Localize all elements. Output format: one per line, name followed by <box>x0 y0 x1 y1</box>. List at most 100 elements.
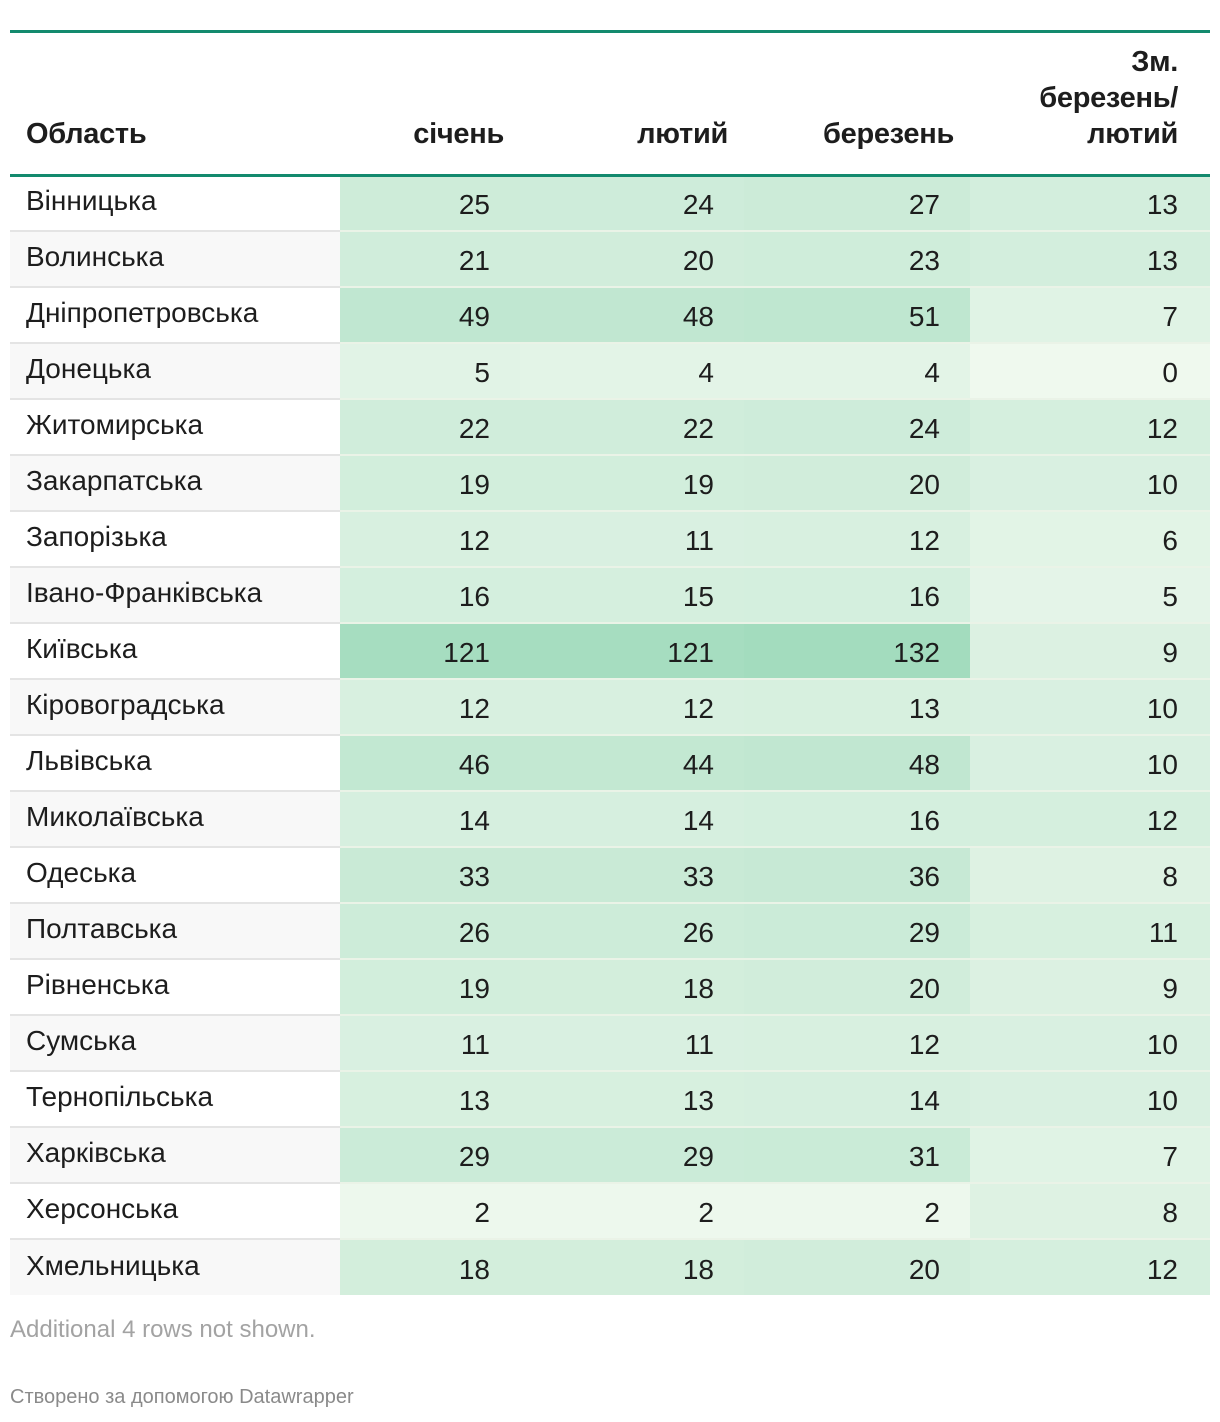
cell-value: 4 <box>698 357 714 388</box>
cell-value: 12 <box>1146 413 1178 444</box>
cell-value: 29 <box>682 1141 714 1172</box>
header-march[interactable]: березень <box>744 33 970 177</box>
cell-change: 13 <box>970 175 1210 232</box>
cell-value: 48 <box>908 749 940 780</box>
cell-february: 15 <box>520 567 744 624</box>
cell-february: 13 <box>520 1071 744 1128</box>
cell-february: 19 <box>520 455 744 512</box>
table-row: Київська 121 121 132 9 <box>10 623 1210 680</box>
cell-value: 20 <box>908 973 940 1004</box>
region-name: Львівська <box>26 745 152 776</box>
cell-value: 9 <box>1162 973 1178 1004</box>
cell-january: 49 <box>340 287 520 344</box>
cell-value: 12 <box>908 525 940 556</box>
cell-region: Вінницька <box>10 175 340 232</box>
cell-value: 11 <box>460 1029 490 1060</box>
cell-value: 11 <box>684 525 714 556</box>
cell-change: 7 <box>970 1127 1210 1184</box>
table-row: Івано-Франківська 16 15 16 5 <box>10 567 1210 624</box>
region-name: Київська <box>26 633 138 664</box>
credit-link[interactable]: Створено за допомогою Datawrapper <box>10 1386 354 1408</box>
cell-value: 12 <box>682 693 714 724</box>
cell-change: 11 <box>970 903 1210 960</box>
table-row: Львівська 46 44 48 10 <box>10 735 1210 792</box>
cell-value: 18 <box>682 973 714 1004</box>
cell-value: 12 <box>1146 805 1178 836</box>
cell-february: 22 <box>520 399 744 456</box>
cell-value: 19 <box>458 973 490 1004</box>
cell-change: 10 <box>970 1015 1210 1072</box>
table-row: Дніпропетровська 49 48 51 7 <box>10 287 1210 344</box>
cell-value: 13 <box>1146 245 1178 276</box>
header-change[interactable]: Зм. березень/ лютий <box>970 33 1210 177</box>
table-row: Закарпатська 19 19 20 10 <box>10 455 1210 512</box>
cell-february: 121 <box>520 623 744 680</box>
cell-march: 20 <box>744 455 970 512</box>
header-february[interactable]: лютий <box>520 33 744 177</box>
cell-january: 25 <box>340 175 520 232</box>
cell-february: 26 <box>520 903 744 960</box>
cell-value: 14 <box>682 805 714 836</box>
cell-change: 12 <box>970 1239 1210 1295</box>
cell-value: 26 <box>458 917 490 948</box>
cell-change: 10 <box>970 679 1210 736</box>
region-name: Запорізька <box>26 521 167 552</box>
header-row: Область січень лютий березень Зм. березе… <box>10 33 1210 177</box>
cell-value: 29 <box>908 917 940 948</box>
cell-value: 11 <box>1148 917 1178 948</box>
table-row: Миколаївська 14 14 16 12 <box>10 791 1210 848</box>
cell-region: Житомирська <box>10 399 340 456</box>
cell-value: 9 <box>1162 637 1178 668</box>
region-name: Дніпропетровська <box>26 297 259 328</box>
region-name: Житомирська <box>26 409 204 440</box>
cell-february: 48 <box>520 287 744 344</box>
cell-value: 5 <box>1162 581 1178 612</box>
cell-value: 14 <box>908 1085 940 1116</box>
cell-value: 44 <box>682 749 714 780</box>
region-name: Харківська <box>26 1137 166 1168</box>
cell-january: 11 <box>340 1015 520 1072</box>
cell-value: 16 <box>458 581 490 612</box>
cell-change: 13 <box>970 231 1210 288</box>
table-row: Сумська 11 11 12 10 <box>10 1015 1210 1072</box>
cell-change: 12 <box>970 791 1210 848</box>
cell-value: 7 <box>1162 301 1178 332</box>
cell-value: 19 <box>682 469 714 500</box>
cell-value: 33 <box>682 861 714 892</box>
region-name: Кіровоградська <box>26 689 225 720</box>
cell-value: 51 <box>908 301 940 332</box>
cell-value: 13 <box>1146 189 1178 221</box>
cell-region: Миколаївська <box>10 791 340 848</box>
cell-value: 26 <box>682 917 714 948</box>
region-name: Закарпатська <box>26 465 203 496</box>
cell-change: 10 <box>970 455 1210 512</box>
cell-value: 20 <box>908 469 940 500</box>
cell-value: 4 <box>924 357 940 388</box>
cell-value: 132 <box>893 637 940 668</box>
cell-march: 13 <box>744 679 970 736</box>
cell-change: 7 <box>970 287 1210 344</box>
cell-value: 24 <box>908 413 940 444</box>
cell-region: Кіровоградська <box>10 679 340 736</box>
cell-value: 22 <box>458 413 490 444</box>
cell-february: 44 <box>520 735 744 792</box>
cell-february: 14 <box>520 791 744 848</box>
header-january[interactable]: січень <box>340 33 520 177</box>
cell-march: 23 <box>744 231 970 288</box>
cell-value: 7 <box>1162 1141 1178 1172</box>
cell-change: 8 <box>970 847 1210 904</box>
cell-value: 12 <box>1146 1253 1178 1285</box>
region-name: Хмельницька <box>26 1249 200 1281</box>
cell-value: 48 <box>682 301 714 332</box>
cell-value: 8 <box>1162 861 1178 892</box>
cell-value: 121 <box>667 637 714 668</box>
table-row: Хмельницька 18 18 20 12 <box>10 1239 1210 1295</box>
cell-march: 16 <box>744 791 970 848</box>
cell-region: Харківська <box>10 1127 340 1184</box>
cell-march: 14 <box>744 1071 970 1128</box>
cell-region: Одеська <box>10 847 340 904</box>
cell-change: 8 <box>970 1183 1210 1240</box>
cell-february: 18 <box>520 1239 744 1295</box>
header-region[interactable]: Область <box>10 33 340 177</box>
cell-change: 10 <box>970 1071 1210 1128</box>
